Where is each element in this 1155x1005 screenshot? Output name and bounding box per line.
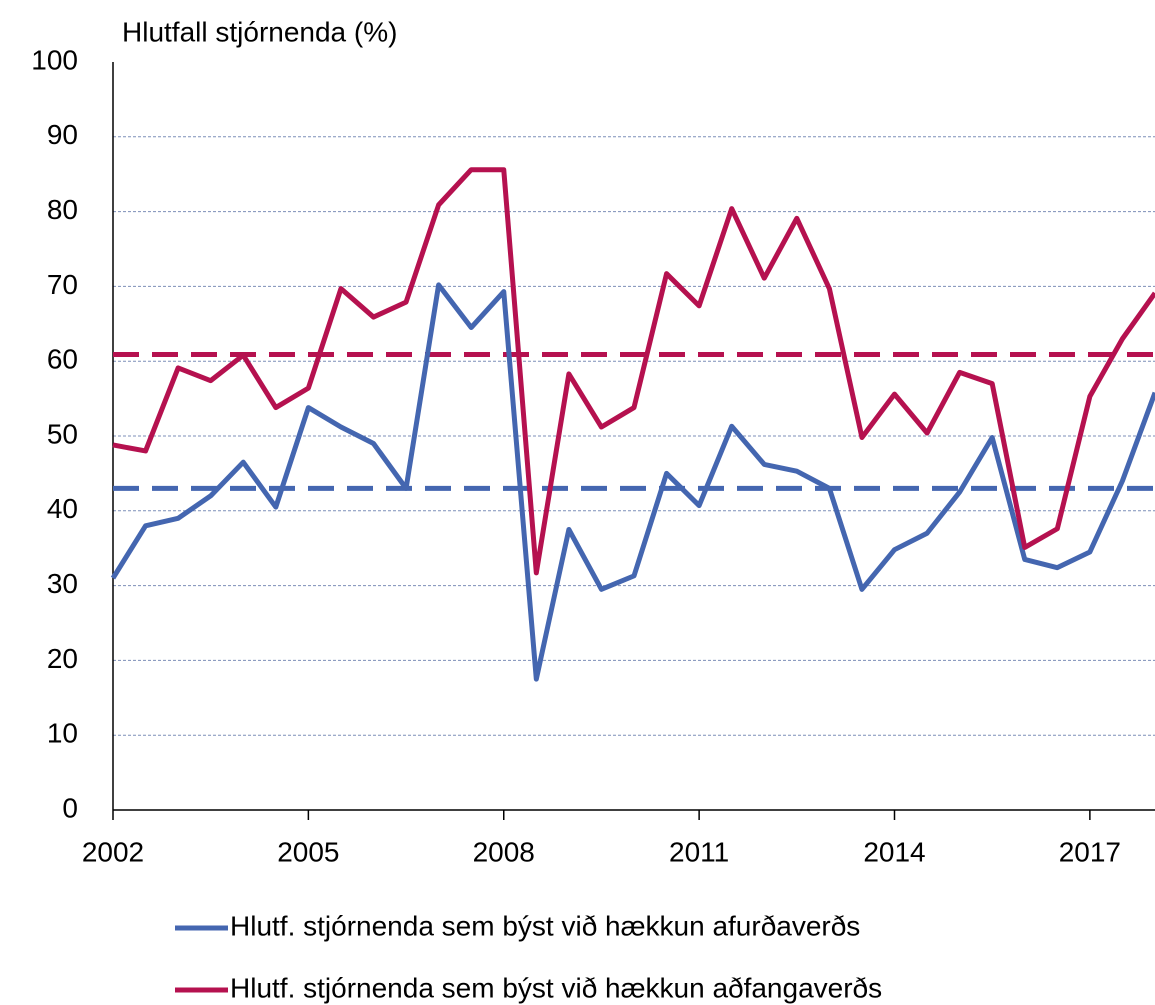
y-tick-label: 30 [47,568,78,599]
y-tick-label: 50 [47,418,78,449]
y-tick-label: 0 [62,792,78,823]
y-tick-label: 40 [47,493,78,524]
legend-label: Hlutf. stjórnenda sem býst við hækkun að… [230,972,882,1003]
y-tick-label: 80 [47,194,78,225]
chart-title: Hlutfall stjórnenda (%) [122,16,397,47]
x-tick-label: 2014 [863,836,925,867]
series-line [110,282,1155,682]
series-line [112,167,1155,576]
y-tick-label: 70 [47,269,78,300]
y-tick-label: 10 [47,718,78,749]
y-tick-label: 100 [31,44,78,75]
y-tick-label: 20 [47,643,78,674]
y-tick-label: 90 [47,119,78,150]
x-tick-label: 2008 [473,836,535,867]
legend-label: Hlutf. stjórnenda sem býst við hækkun af… [230,910,860,941]
x-tick-label: 2011 [669,836,729,867]
x-tick-label: 2005 [277,836,339,867]
y-tick-label: 60 [47,344,78,375]
x-tick-label: 2002 [82,836,144,867]
x-tick-label: 2017 [1059,836,1121,867]
